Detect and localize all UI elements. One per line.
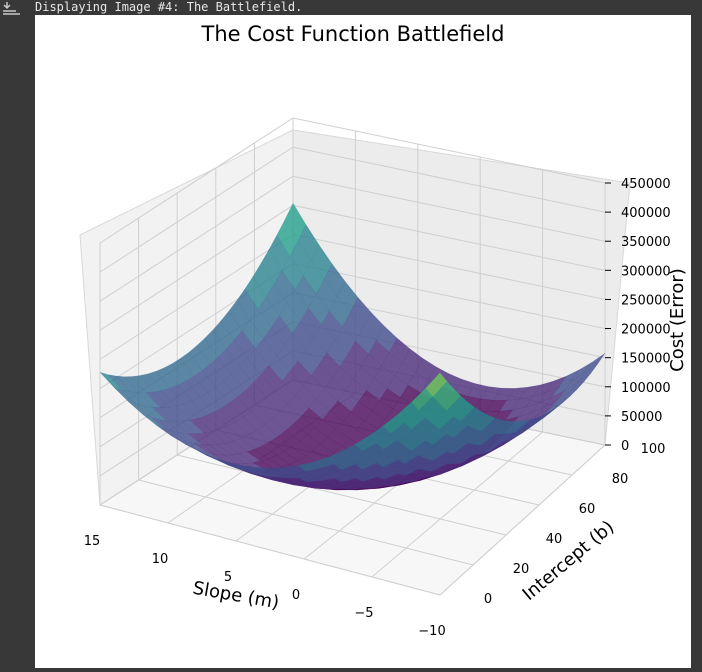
x-tick-label: −10 bbox=[418, 624, 445, 639]
z-tick-label: 150000 bbox=[621, 352, 671, 367]
output-expand-icon[interactable] bbox=[2, 0, 22, 14]
cell-gutter bbox=[0, 0, 35, 668]
z-axis-label: Cost (Error) bbox=[667, 268, 688, 372]
z-tick-label: 250000 bbox=[621, 293, 671, 308]
z-tick-label: 100000 bbox=[621, 381, 671, 396]
z-tick-label: 350000 bbox=[621, 235, 671, 250]
y-axis-label: Intercept (b) bbox=[519, 517, 619, 605]
y-tick-label: 80 bbox=[612, 472, 629, 487]
y-tick-label: 0 bbox=[484, 592, 492, 607]
x-tick-label: 0 bbox=[292, 588, 300, 603]
z-tick-label: 400000 bbox=[621, 206, 671, 221]
output-status-text: Displaying Image #4: The Battlefield. bbox=[35, 0, 702, 15]
chart-title: The Cost Function Battlefield bbox=[201, 22, 505, 46]
y-tick-label: 20 bbox=[513, 562, 530, 577]
right-scroll-strip bbox=[691, 15, 702, 668]
z-tick-label: 450000 bbox=[621, 177, 671, 192]
y-tick-label: 40 bbox=[546, 532, 563, 547]
x-tick-label: 15 bbox=[84, 534, 101, 549]
z-tick-label: 300000 bbox=[621, 264, 671, 279]
y-tick-label: 100 bbox=[641, 442, 666, 457]
x-tick-label: 10 bbox=[152, 552, 169, 567]
x-axis-label: Slope (m) bbox=[191, 578, 281, 614]
x-tick-label: −5 bbox=[354, 606, 373, 621]
z-tick-label: 200000 bbox=[621, 323, 671, 338]
z-tick-label: 0 bbox=[621, 439, 629, 454]
cost-surface-chart: The Cost Function Battlefield 151050−5−1… bbox=[35, 15, 691, 668]
z-tick-label: 50000 bbox=[621, 410, 662, 425]
y-tick-label: 60 bbox=[579, 502, 596, 517]
